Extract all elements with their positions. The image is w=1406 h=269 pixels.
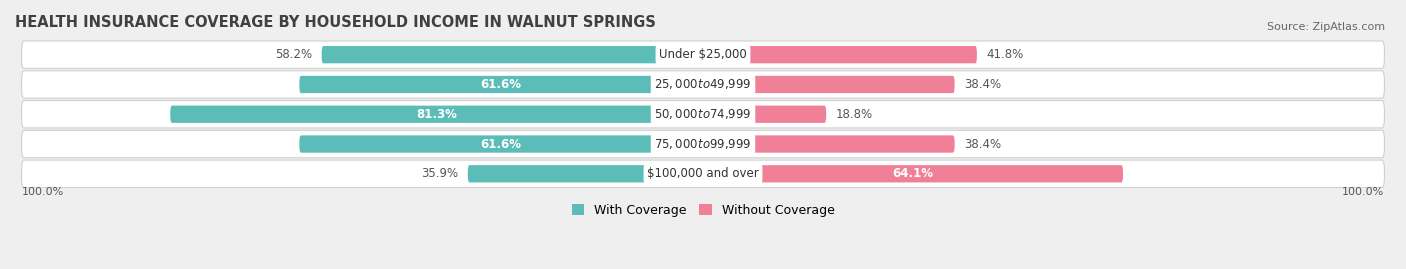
FancyBboxPatch shape	[322, 46, 703, 63]
Text: 61.6%: 61.6%	[481, 78, 522, 91]
FancyBboxPatch shape	[21, 41, 1385, 68]
Text: HEALTH INSURANCE COVERAGE BY HOUSEHOLD INCOME IN WALNUT SPRINGS: HEALTH INSURANCE COVERAGE BY HOUSEHOLD I…	[15, 15, 655, 30]
Text: 81.3%: 81.3%	[416, 108, 457, 121]
FancyBboxPatch shape	[703, 106, 827, 123]
Text: Under $25,000: Under $25,000	[659, 48, 747, 61]
FancyBboxPatch shape	[703, 135, 955, 153]
FancyBboxPatch shape	[703, 76, 955, 93]
FancyBboxPatch shape	[703, 46, 977, 63]
FancyBboxPatch shape	[21, 130, 1385, 158]
Text: 58.2%: 58.2%	[274, 48, 312, 61]
FancyBboxPatch shape	[299, 76, 703, 93]
FancyBboxPatch shape	[170, 106, 703, 123]
Text: $75,000 to $99,999: $75,000 to $99,999	[654, 137, 752, 151]
FancyBboxPatch shape	[468, 165, 703, 182]
Text: Source: ZipAtlas.com: Source: ZipAtlas.com	[1267, 22, 1385, 31]
FancyBboxPatch shape	[21, 160, 1385, 187]
Text: 64.1%: 64.1%	[893, 167, 934, 180]
Text: $50,000 to $74,999: $50,000 to $74,999	[654, 107, 752, 121]
Text: $25,000 to $49,999: $25,000 to $49,999	[654, 77, 752, 91]
Text: 100.0%: 100.0%	[21, 187, 63, 197]
Text: 38.4%: 38.4%	[965, 137, 1001, 151]
FancyBboxPatch shape	[21, 71, 1385, 98]
FancyBboxPatch shape	[21, 101, 1385, 128]
FancyBboxPatch shape	[703, 165, 1123, 182]
Text: 38.4%: 38.4%	[965, 78, 1001, 91]
Legend: With Coverage, Without Coverage: With Coverage, Without Coverage	[567, 199, 839, 222]
Text: $100,000 and over: $100,000 and over	[647, 167, 759, 180]
FancyBboxPatch shape	[299, 135, 703, 153]
Text: 100.0%: 100.0%	[1343, 187, 1385, 197]
Text: 61.6%: 61.6%	[481, 137, 522, 151]
Text: 41.8%: 41.8%	[987, 48, 1024, 61]
Text: 18.8%: 18.8%	[837, 108, 873, 121]
Text: 35.9%: 35.9%	[420, 167, 458, 180]
